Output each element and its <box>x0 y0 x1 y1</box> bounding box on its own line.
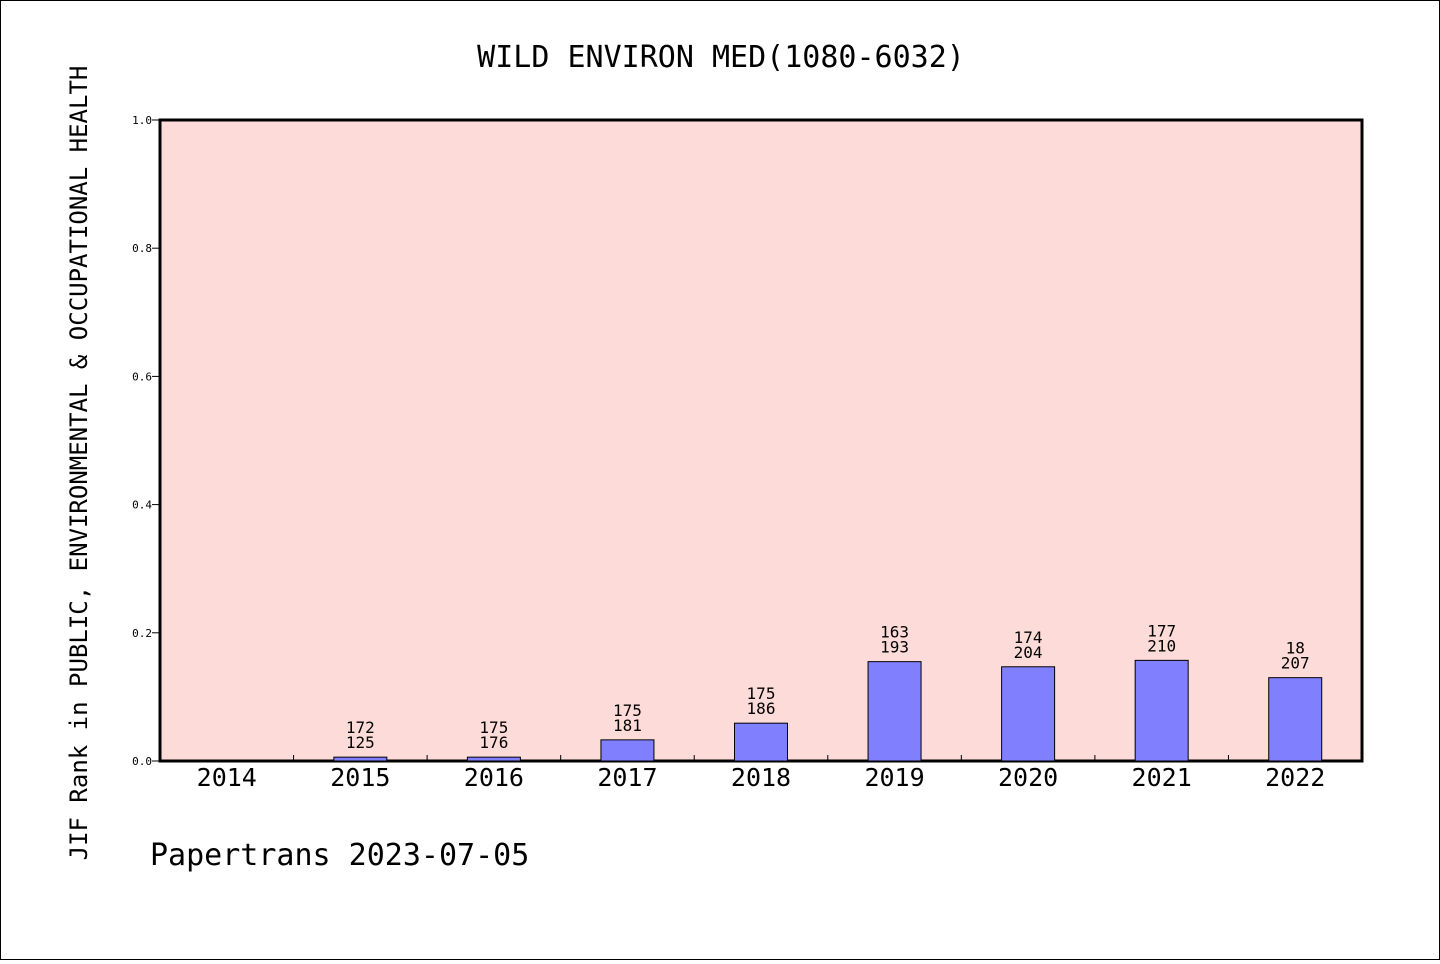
plot-area <box>158 118 1364 763</box>
x-tick-label: 2022 <box>1265 763 1325 792</box>
bar-label-bottom: 210 <box>1147 636 1176 655</box>
x-tick-label: 2019 <box>864 763 924 792</box>
bar-label-bottom: 176 <box>479 733 508 752</box>
bar-label-top: 175 <box>613 701 642 720</box>
y-tick-label: 0.6 <box>132 370 152 383</box>
bar-label-top: 175 <box>747 684 776 703</box>
y-axis-label: JIF Rank in PUBLIC, ENVIRONMENTAL & OCCU… <box>65 66 93 861</box>
bar-2016 <box>466 756 521 762</box>
x-tick-label: 2017 <box>597 763 657 792</box>
bar-label-top: 163 <box>880 623 909 642</box>
bar-label-top: 175 <box>479 718 508 737</box>
x-tick-label: 2015 <box>330 763 390 792</box>
x-tick-label: 2020 <box>998 763 1058 792</box>
bars <box>333 659 1323 762</box>
y-tick-label: 0.2 <box>132 627 152 640</box>
x-tick-label: 2021 <box>1132 763 1192 792</box>
bar-2020 <box>1001 666 1056 762</box>
y-tick-label: 0.0 <box>132 755 152 768</box>
x-tick-label: 2016 <box>464 763 524 792</box>
y-tick-label: 1.0 <box>132 114 152 127</box>
x-axis: 2014 2015 2016 2017 2018 2019 2020 2021 2022 <box>197 755 1325 792</box>
bar-label-top: 18 <box>1286 639 1305 658</box>
x-tick-label: 2014 <box>197 763 257 792</box>
bar-labels: 1721251751761751811751861631931742041772… <box>346 621 1310 752</box>
bar-2019 <box>867 661 922 762</box>
bar-2018 <box>734 722 788 762</box>
bar-label-bottom: 204 <box>1014 643 1043 662</box>
bar-label-top: 174 <box>1014 628 1043 647</box>
footer-credit: Papertrans 2023-07-05 <box>150 838 529 873</box>
chart-title: WILD ENVIRON MED(1080-6032) <box>477 40 965 75</box>
bar-2015 <box>333 756 388 762</box>
y-axis: 0.0 0.2 0.4 0.6 0.8 1.0 <box>132 114 160 768</box>
bar-label-bottom: 125 <box>346 733 375 752</box>
bar-label-bottom: 186 <box>747 699 776 718</box>
bar-label-top: 177 <box>1147 621 1176 640</box>
bar-2017 <box>600 739 655 762</box>
bar-label-top: 172 <box>346 718 375 737</box>
y-tick-label: 0.4 <box>132 499 152 512</box>
x-tick-label: 2018 <box>731 763 791 792</box>
bar-2022 <box>1268 677 1323 762</box>
bar-label-bottom: 193 <box>880 638 909 657</box>
bar-label-bottom: 181 <box>613 716 642 735</box>
y-tick-label: 0.8 <box>132 242 152 255</box>
bar-label-bottom: 207 <box>1281 654 1310 673</box>
bar-2021 <box>1134 659 1189 762</box>
